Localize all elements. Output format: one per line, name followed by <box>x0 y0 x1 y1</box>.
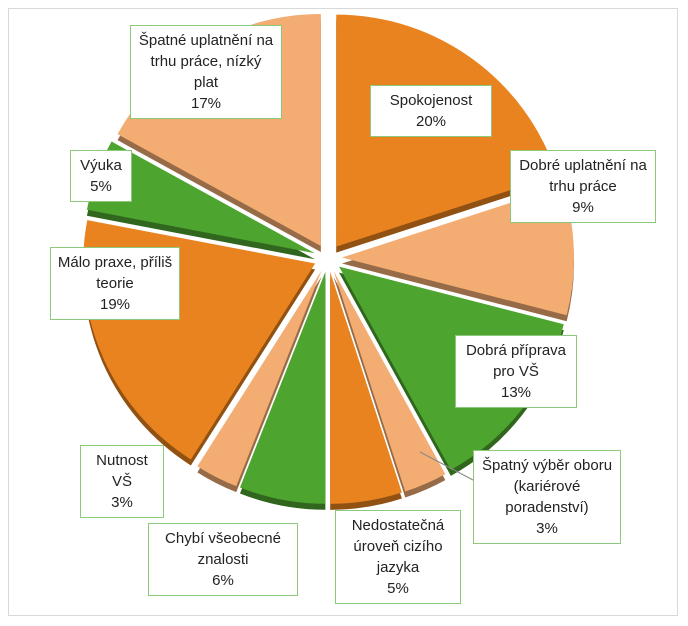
label-category: Výuka <box>80 157 122 174</box>
label-value: 17% <box>190 95 222 112</box>
label-category: Špatné uplatnění na trhu práce, nízký pl… <box>138 32 274 91</box>
pie-slice <box>86 141 315 254</box>
pie-slice <box>333 270 446 492</box>
label-value: 5% <box>90 178 112 195</box>
label-category: Nedostatečná úroveň cizího jazyka <box>351 517 445 576</box>
leader-line <box>419 451 474 481</box>
label-category: Málo praxe, příliš teorie <box>57 254 173 292</box>
label-category: Chybí všeobecné znalosti <box>165 530 281 568</box>
pie-slice <box>239 271 326 504</box>
data-label: Dobrá příprava pro VŠ 13% <box>455 335 577 408</box>
label-value: 9% <box>572 199 594 216</box>
data-label: Dobré uplatnění na trhu práce 9% <box>510 150 656 223</box>
label-category: Dobré uplatnění na trhu práce <box>519 157 647 195</box>
label-value: 5% <box>387 580 409 597</box>
data-label: Špatný výběr oboru (kariérové poradenstv… <box>473 450 621 544</box>
label-value: 13% <box>500 384 532 401</box>
pie-slice <box>330 271 402 504</box>
data-label: Nutnost VŠ 3% <box>80 445 164 518</box>
label-category: Špatný výběr oboru (kariérové poradenstv… <box>481 457 613 516</box>
data-label: Výuka 5% <box>70 150 132 202</box>
label-category: Dobrá příprava pro VŠ <box>465 342 567 380</box>
pie-slice <box>339 266 564 470</box>
data-label: Nedostatečná úroveň cizího jazyka 5% <box>335 510 461 604</box>
data-label: Málo praxe, příliš teorie 19% <box>50 247 180 320</box>
label-value: 20% <box>415 113 447 130</box>
data-label: Chybí všeobecné znalosti 6% <box>148 523 298 596</box>
label-value: 6% <box>212 572 234 589</box>
chart-frame <box>8 8 678 616</box>
pie-slice <box>197 270 322 487</box>
label-value: 3% <box>111 494 133 511</box>
label-value: 19% <box>99 296 131 313</box>
label-category: Nutnost VŠ <box>96 452 148 490</box>
label-category: Spokojenost <box>389 92 473 109</box>
data-label: Spokojenost 20% <box>370 85 492 137</box>
data-label: Špatné uplatnění na trhu práce, nízký pl… <box>130 25 282 119</box>
label-value: 3% <box>536 520 558 537</box>
